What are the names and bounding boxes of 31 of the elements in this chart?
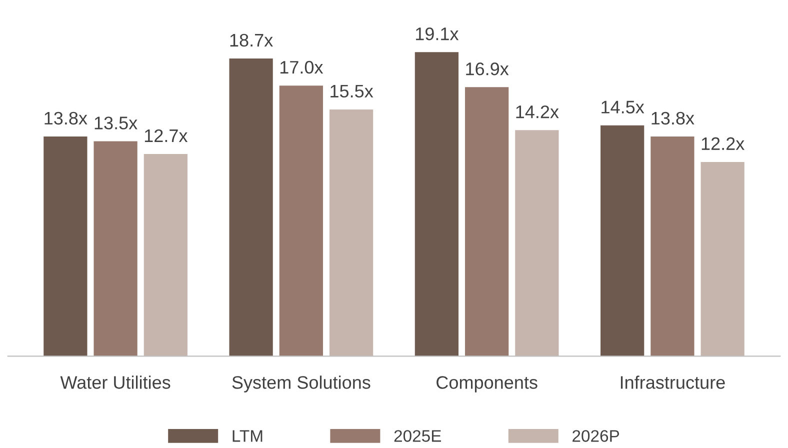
bar bbox=[44, 136, 88, 356]
data-label: 13.8x bbox=[652, 112, 694, 125]
bar bbox=[515, 130, 559, 356]
data-label: 13.8x bbox=[44, 112, 88, 125]
bar bbox=[600, 125, 644, 356]
x-tick-label: Infrastructure bbox=[620, 376, 725, 389]
x-tick-label: Water Utilities bbox=[60, 376, 170, 389]
bar bbox=[94, 141, 138, 356]
bar bbox=[144, 154, 188, 356]
bar bbox=[414, 52, 459, 356]
bar bbox=[465, 87, 509, 356]
bar bbox=[229, 58, 273, 356]
x-tick-label: System Solutions bbox=[232, 376, 370, 392]
data-label: 12.7x bbox=[144, 129, 188, 142]
bar bbox=[279, 86, 323, 356]
legend-label: LTM bbox=[232, 430, 262, 442]
data-label: 17.0x bbox=[280, 60, 324, 74]
x-tick-label: Components bbox=[436, 376, 538, 392]
data-label: 12.2x bbox=[702, 137, 744, 150]
data-label: 13.5x bbox=[94, 116, 138, 130]
bar bbox=[329, 109, 374, 356]
legend-label: 2026P bbox=[572, 430, 620, 442]
data-label: 14.2x bbox=[516, 105, 559, 118]
data-label: 15.5x bbox=[330, 84, 374, 98]
data-label: 14.5x bbox=[602, 100, 644, 114]
data-label: 18.7x bbox=[230, 34, 273, 47]
bar bbox=[700, 162, 744, 356]
legend-label: 2025E bbox=[394, 430, 442, 442]
data-label: 19.1x bbox=[416, 27, 459, 40]
bar bbox=[650, 136, 694, 356]
data-label: 16.9x bbox=[466, 62, 509, 76]
